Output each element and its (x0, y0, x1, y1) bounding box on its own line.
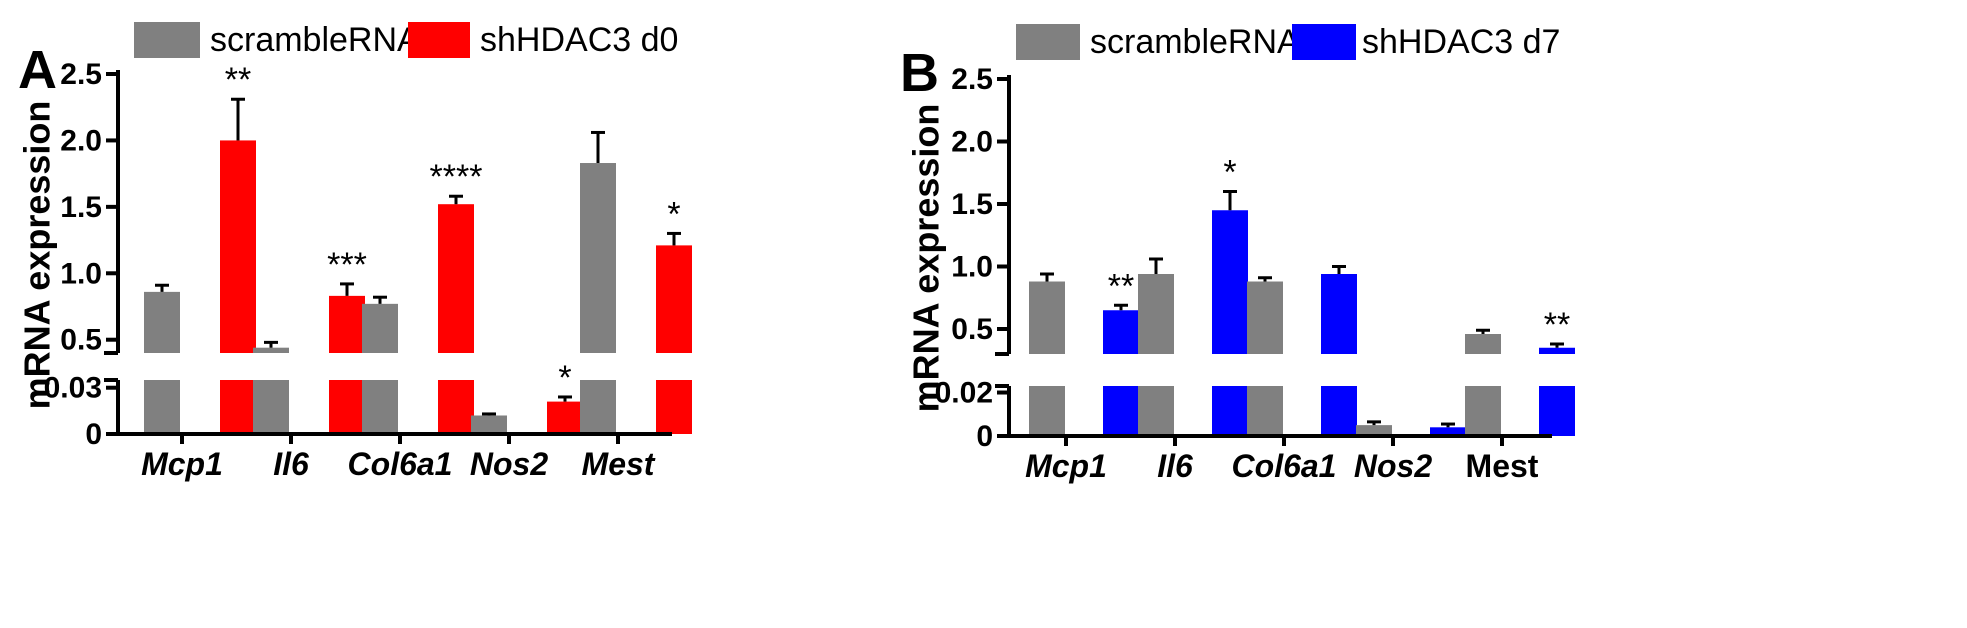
category-label-nos2: Nos2 (470, 446, 548, 482)
bar-col6a1-1-lower (1321, 386, 1357, 436)
significance-marker-1: *** (327, 246, 367, 284)
bar-mest-0-upper (1465, 334, 1501, 354)
y-axis-label: mRNA expression (17, 101, 58, 410)
y-tick-label-lower-0: 0 (976, 420, 993, 453)
bar-mcp1-1-upper (1103, 310, 1139, 354)
category-label-col6a1: Col6a1 (348, 446, 453, 482)
bar-col6a1-0-upper (362, 303, 398, 353)
bar-mcp1-0-lower (144, 380, 180, 434)
y-tick-label-upper-1: 1.0 (60, 257, 102, 290)
bar-col6a1-1-upper (1321, 274, 1357, 354)
bar-mcp1-1-upper (220, 140, 256, 353)
bar-mcp1-0-upper (1029, 281, 1065, 354)
bar-mcp1-1-lower (1103, 386, 1139, 436)
legend-label-1: shHDAC3 d0 (480, 21, 678, 59)
bar-mest-1-upper (656, 245, 692, 353)
y-tick-label-upper-0: 0.5 (951, 313, 993, 346)
y-tick-label-upper-4: 2.5 (951, 63, 993, 96)
significance-marker-3: * (558, 359, 571, 397)
category-label-mest: Mest (1466, 448, 1539, 484)
y-tick-label-upper-3: 2.0 (60, 124, 102, 157)
bar-mest-0-lower (580, 380, 616, 434)
significance-marker-2: ** (1544, 306, 1570, 344)
bar-col6a1-1-upper (438, 204, 474, 353)
y-tick-label-upper-1: 1.0 (951, 251, 993, 284)
bar-nos2-1 (547, 401, 583, 434)
category-label-mest: Mest (582, 446, 656, 482)
bar-col6a1-0-upper (1247, 281, 1283, 354)
bar-mest-1-lower (1539, 386, 1575, 436)
legend-swatch-0 (134, 22, 200, 58)
panel-letter: A (18, 40, 57, 100)
bar-il6-1-upper (1212, 210, 1248, 354)
y-tick-label-lower-1: 0.02 (935, 377, 993, 410)
legend-swatch-1 (408, 22, 470, 58)
bar-il6-0-upper (1138, 274, 1174, 354)
bar-il6-0-lower (253, 380, 289, 434)
y-axis-label: mRNA expression (906, 104, 947, 413)
bar-col6a1-0-lower (1247, 386, 1283, 436)
bar-il6-1-lower (329, 380, 365, 434)
y-tick-label-lower-1: 0.03 (44, 372, 102, 405)
bar-il6-1-lower (1212, 386, 1248, 436)
category-label-mcp1: Mcp1 (141, 446, 223, 482)
bar-il6-0-upper (253, 347, 289, 353)
bar-mcp1-0-upper (144, 291, 180, 353)
bar-mcp1-1-lower (220, 380, 256, 434)
significance-marker-0: ** (1108, 267, 1134, 305)
bar-nos2-0 (1356, 425, 1392, 436)
category-label-col6a1: Col6a1 (1232, 448, 1337, 484)
bar-nos2-1 (1430, 427, 1466, 436)
bar-mcp1-0-lower (1029, 386, 1065, 436)
legend-swatch-1 (1292, 24, 1356, 60)
y-tick-label-lower-0: 0 (85, 418, 102, 451)
legend-label-1: shHDAC3 d7 (1362, 23, 1560, 61)
bar-il6-1-upper (329, 295, 365, 353)
significance-marker-0: ** (225, 61, 251, 99)
y-tick-label-upper-4: 2.5 (60, 58, 102, 91)
significance-marker-2: **** (430, 158, 483, 196)
y-tick-label-upper-2: 1.5 (60, 191, 102, 224)
panel-letter: B (900, 43, 939, 103)
y-tick-label-upper-3: 2.0 (951, 126, 993, 159)
bar-il6-0-lower (1138, 386, 1174, 436)
category-label-il6: Il6 (1157, 448, 1193, 484)
bar-col6a1-0-lower (362, 380, 398, 434)
bar-nos2-0 (471, 415, 507, 434)
bar-mest-1-lower (656, 380, 692, 434)
legend-label-0: scrambleRNA (210, 21, 420, 59)
category-label-il6: Il6 (273, 446, 309, 482)
category-label-mcp1: Mcp1 (1025, 448, 1107, 484)
bar-mest-0-lower (1465, 386, 1501, 436)
y-tick-label-upper-0: 0.5 (60, 324, 102, 357)
significance-marker-4: * (667, 195, 680, 233)
bar-col6a1-1-lower (438, 380, 474, 434)
significance-marker-1: * (1223, 154, 1236, 192)
legend-swatch-0 (1016, 24, 1080, 60)
bar-mest-0-upper (580, 163, 616, 353)
category-label-nos2: Nos2 (1354, 448, 1432, 484)
legend-label-0: scrambleRNA (1090, 23, 1300, 61)
y-tick-label-upper-2: 1.5 (951, 188, 993, 221)
bar-mest-1-upper (1539, 347, 1575, 354)
